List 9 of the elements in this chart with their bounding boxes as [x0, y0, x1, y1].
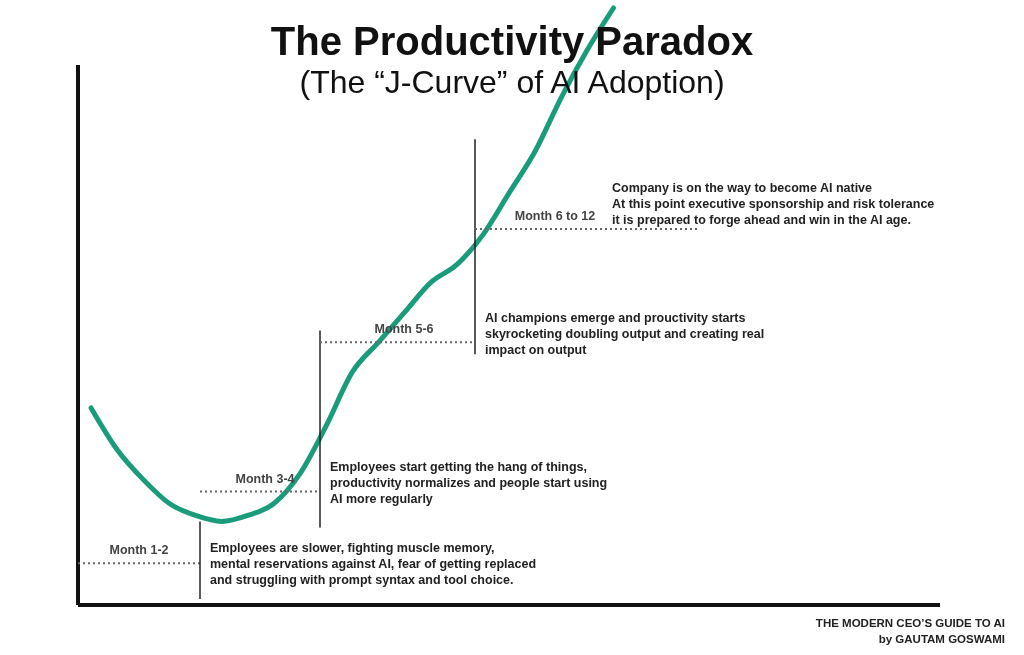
ref-line-label: Month 1-2 — [109, 543, 169, 558]
chart-title: The Productivity Paradox — [270, 19, 754, 63]
text: THE MODERN CEO’S GUIDE TO AI by GAUTAM GOSWAMI — [815, 617, 1005, 645]
annotation: AI champions emerge and prouctivity starts skyrocketing doubling output and creating real impact on output — [485, 311, 765, 357]
ref-line-label: Month 3-4 — [235, 471, 295, 486]
annotation: Employees are slower, fighting muscle memory, mental reservations against AI, fear of getting replaced and struggling with prompt syntax and tool choice. — [210, 541, 537, 587]
annotation: Company is on the way to become AI native At this point executive sponsorship and risk tolerance it is prepared to forge ahead and win in the AI age. — [612, 181, 935, 227]
annotation: Employees start getting the hang of things, productivity normalizes and people start using AI more regularly — [330, 460, 608, 506]
ref-line-label: Month 6 to 12 — [514, 208, 596, 223]
